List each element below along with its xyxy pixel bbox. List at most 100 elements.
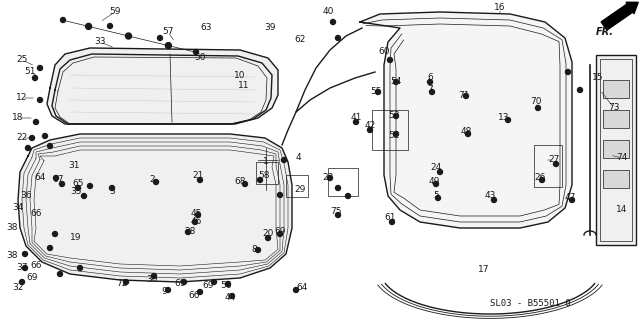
Circle shape (570, 197, 575, 203)
Circle shape (463, 93, 468, 99)
Text: 46: 46 (190, 218, 202, 227)
Bar (256, 162, 278, 184)
Text: 25: 25 (16, 55, 28, 65)
Text: 66: 66 (30, 261, 42, 270)
Text: 61: 61 (384, 213, 396, 222)
Text: 68: 68 (234, 178, 246, 187)
Text: 58: 58 (259, 171, 269, 180)
Circle shape (428, 79, 433, 84)
Bar (600, 59, 632, 241)
Text: 73: 73 (608, 103, 620, 113)
Text: 18: 18 (12, 114, 24, 123)
Circle shape (198, 178, 202, 182)
Text: 7: 7 (427, 85, 433, 94)
Text: 39: 39 (264, 23, 276, 33)
Text: 69: 69 (174, 279, 186, 289)
Text: 1: 1 (263, 157, 269, 166)
Text: 52: 52 (388, 132, 400, 140)
Circle shape (335, 36, 340, 41)
Text: 47: 47 (564, 194, 576, 203)
Circle shape (353, 119, 358, 124)
Text: 65: 65 (72, 180, 84, 188)
Text: 41: 41 (350, 114, 362, 123)
Circle shape (506, 117, 511, 123)
Text: 74: 74 (616, 154, 628, 163)
Text: 62: 62 (294, 36, 306, 44)
Text: 44: 44 (225, 293, 236, 302)
Text: 27: 27 (548, 156, 560, 164)
Bar (603, 140, 629, 158)
Text: 64: 64 (35, 173, 45, 182)
Text: 67: 67 (52, 175, 64, 185)
Text: 32: 32 (12, 284, 24, 292)
Text: 21: 21 (192, 172, 204, 180)
Text: 69: 69 (275, 228, 285, 236)
Circle shape (540, 178, 545, 182)
Text: 72: 72 (116, 279, 128, 289)
Circle shape (109, 186, 115, 190)
Circle shape (60, 181, 65, 187)
Text: 54: 54 (390, 77, 402, 86)
Polygon shape (18, 134, 292, 282)
Circle shape (165, 43, 172, 49)
Circle shape (22, 252, 28, 257)
Text: 6: 6 (427, 74, 433, 83)
Circle shape (29, 135, 35, 140)
Text: 75: 75 (330, 207, 342, 217)
Text: 8: 8 (251, 245, 257, 254)
Circle shape (47, 245, 52, 251)
Text: 17: 17 (478, 266, 490, 275)
Bar (603, 110, 629, 128)
Text: 37: 37 (16, 263, 28, 273)
Circle shape (54, 175, 58, 180)
Text: 22: 22 (17, 133, 28, 142)
Circle shape (157, 36, 163, 41)
FancyArrow shape (601, 2, 638, 30)
Text: 26: 26 (534, 173, 546, 182)
Text: 38: 38 (6, 223, 18, 233)
Circle shape (266, 236, 271, 241)
Circle shape (394, 79, 399, 84)
Text: 51: 51 (24, 68, 36, 76)
Text: 66: 66 (188, 292, 200, 300)
Circle shape (124, 279, 129, 284)
Bar (603, 170, 629, 188)
Circle shape (346, 194, 351, 198)
Text: 66: 66 (30, 210, 42, 219)
Circle shape (47, 143, 52, 148)
Circle shape (154, 180, 159, 185)
Text: 28: 28 (184, 228, 196, 236)
Circle shape (19, 279, 24, 284)
Text: 69: 69 (202, 282, 214, 291)
Text: 71: 71 (458, 92, 470, 100)
Circle shape (438, 170, 442, 174)
Text: 57: 57 (163, 28, 173, 36)
Text: 12: 12 (16, 93, 28, 102)
Circle shape (429, 90, 435, 94)
Circle shape (76, 186, 81, 190)
Text: 63: 63 (200, 23, 212, 33)
Text: 3: 3 (109, 188, 115, 196)
Polygon shape (360, 12, 572, 228)
Circle shape (282, 157, 287, 163)
Text: 31: 31 (68, 162, 80, 171)
Text: 13: 13 (499, 114, 509, 123)
Circle shape (195, 212, 200, 218)
Circle shape (394, 114, 399, 118)
Text: 14: 14 (616, 205, 628, 214)
Text: 19: 19 (70, 234, 82, 243)
Text: 36: 36 (20, 191, 32, 201)
Text: 59: 59 (109, 7, 121, 17)
Circle shape (88, 183, 93, 188)
Text: 35: 35 (70, 188, 82, 196)
Circle shape (492, 197, 497, 203)
Circle shape (376, 90, 381, 94)
Circle shape (230, 293, 234, 299)
Text: 49: 49 (428, 178, 440, 187)
Circle shape (193, 50, 198, 54)
Text: 29: 29 (294, 186, 306, 195)
Text: 24: 24 (430, 164, 442, 172)
Text: SL03 - B55501 0: SL03 - B55501 0 (490, 299, 571, 308)
Circle shape (536, 106, 541, 110)
Circle shape (387, 58, 392, 62)
